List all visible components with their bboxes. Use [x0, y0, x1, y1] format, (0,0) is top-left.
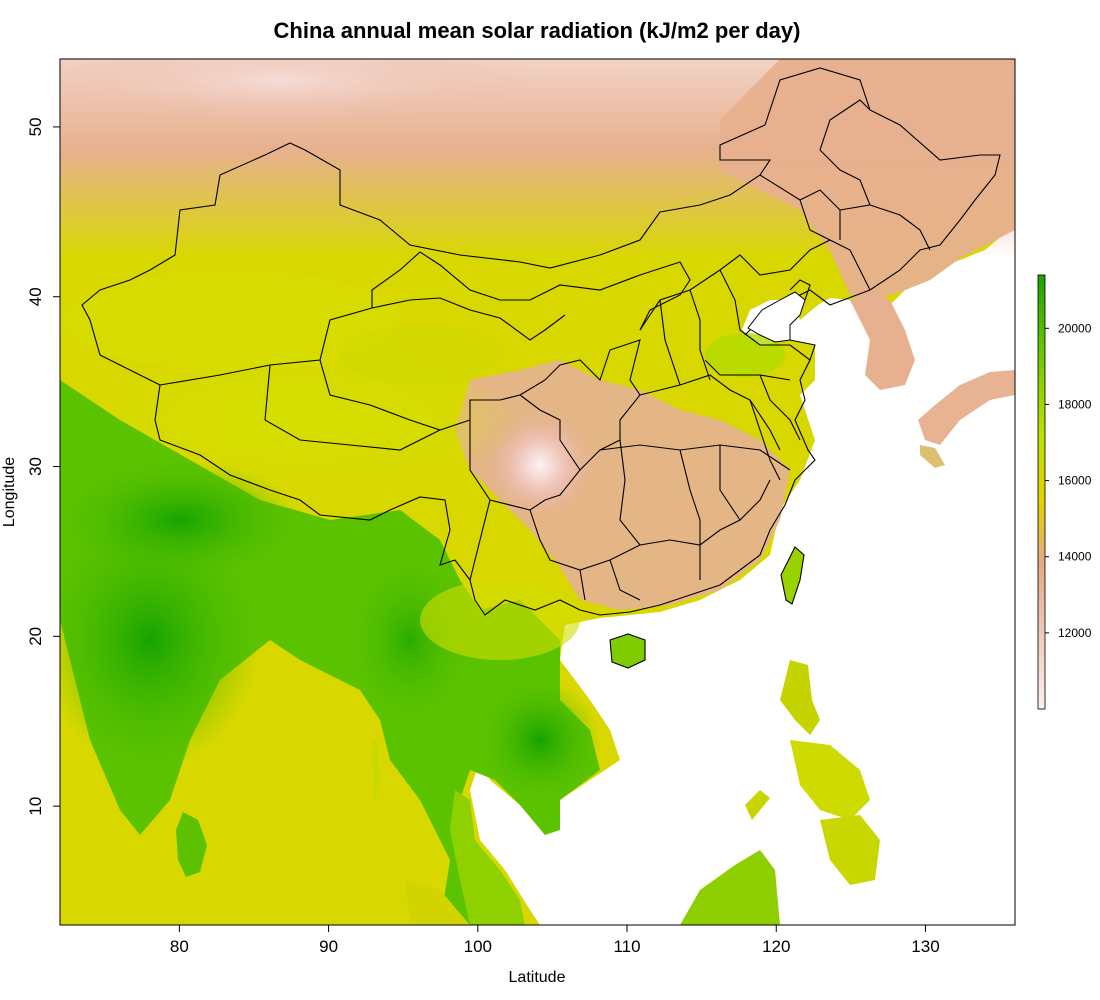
y-tick-label: 30: [26, 457, 45, 476]
bohai-sea: [747, 291, 806, 343]
y-axis: 10 20 30 40 50 Longitude: [1, 117, 61, 816]
legend-tick-label: 16000: [1058, 474, 1092, 488]
x-axis: 80 90 100 110 120 130 Latitude: [170, 924, 940, 986]
tarim-yellow: [60, 270, 400, 370]
visayas: [790, 740, 870, 820]
y-tick-label: 20: [26, 627, 45, 646]
central-provinces-3: [599, 444, 791, 471]
x-tick-label: 120: [762, 937, 790, 956]
qinghai-gansu-boundary: [371, 297, 566, 341]
hainan-outline: [609, 633, 646, 669]
japan-south: [920, 445, 945, 468]
x-tick-label: 90: [319, 937, 338, 956]
yunnan-guangdong: [469, 499, 701, 601]
y-tick-label: 10: [26, 797, 45, 816]
x-tick-label: 100: [464, 937, 492, 956]
palawan: [745, 790, 770, 820]
legend-tick-label: 20000: [1058, 321, 1092, 335]
northeast-provinces: [759, 99, 931, 251]
legend-tick-label: 14000: [1058, 550, 1092, 564]
legend-tick-label: 12000: [1058, 626, 1092, 640]
japan: [918, 370, 1015, 445]
andaman: [372, 740, 380, 800]
ganges-deep-green: [60, 460, 300, 580]
sichuan-boundary: [469, 394, 581, 511]
y-tick-label: 40: [26, 287, 45, 306]
legend-bar: [1037, 274, 1046, 710]
y-axis-label: Longitude: [1, 457, 18, 527]
map-title: China annual mean solar radiation (kJ/m2…: [274, 18, 801, 43]
shandong-green: [705, 333, 785, 377]
northeast-pink: [720, 59, 1015, 300]
taiwan-outline: [780, 546, 805, 605]
tibet-plateau: [80, 350, 520, 490]
malay-peninsula: [450, 790, 525, 925]
guizhou-guangxi: [529, 479, 771, 571]
y-tick-label: 50: [26, 117, 45, 136]
x-tick-label: 110: [613, 937, 640, 956]
taiwan: [781, 547, 804, 604]
china-province-boundaries: [81, 67, 1001, 669]
sri-lanka: [176, 812, 207, 877]
hunan-jiangxi: [619, 439, 741, 546]
mongolia-pale-patch: [60, 59, 540, 125]
yunnan-yellow: [420, 580, 580, 660]
shandong-coast: [704, 329, 811, 381]
sumatra: [405, 880, 470, 925]
solar-radiation-raster: [60, 59, 1015, 925]
legend-tick-label: 18000: [1058, 397, 1092, 411]
hainan: [610, 634, 645, 668]
qaidam-yellow: [340, 325, 500, 385]
korea: [850, 290, 915, 390]
jiangsu-zhejiang: [749, 374, 801, 481]
indochina-deep-green: [480, 680, 600, 800]
tibet-internal: [264, 364, 441, 451]
color-legend: 12000 14000 16000 18000 20000: [1037, 274, 1092, 710]
borneo: [680, 850, 780, 925]
mindanao: [820, 815, 880, 885]
xinjiang-boundary: [159, 251, 421, 386]
x-tick-label: 80: [170, 937, 189, 956]
luzon: [780, 660, 820, 735]
northern-provinces: [639, 239, 871, 386]
x-tick-label: 130: [911, 937, 939, 956]
gansu-neimeng: [419, 251, 691, 331]
x-axis-label: Latitude: [509, 969, 566, 986]
